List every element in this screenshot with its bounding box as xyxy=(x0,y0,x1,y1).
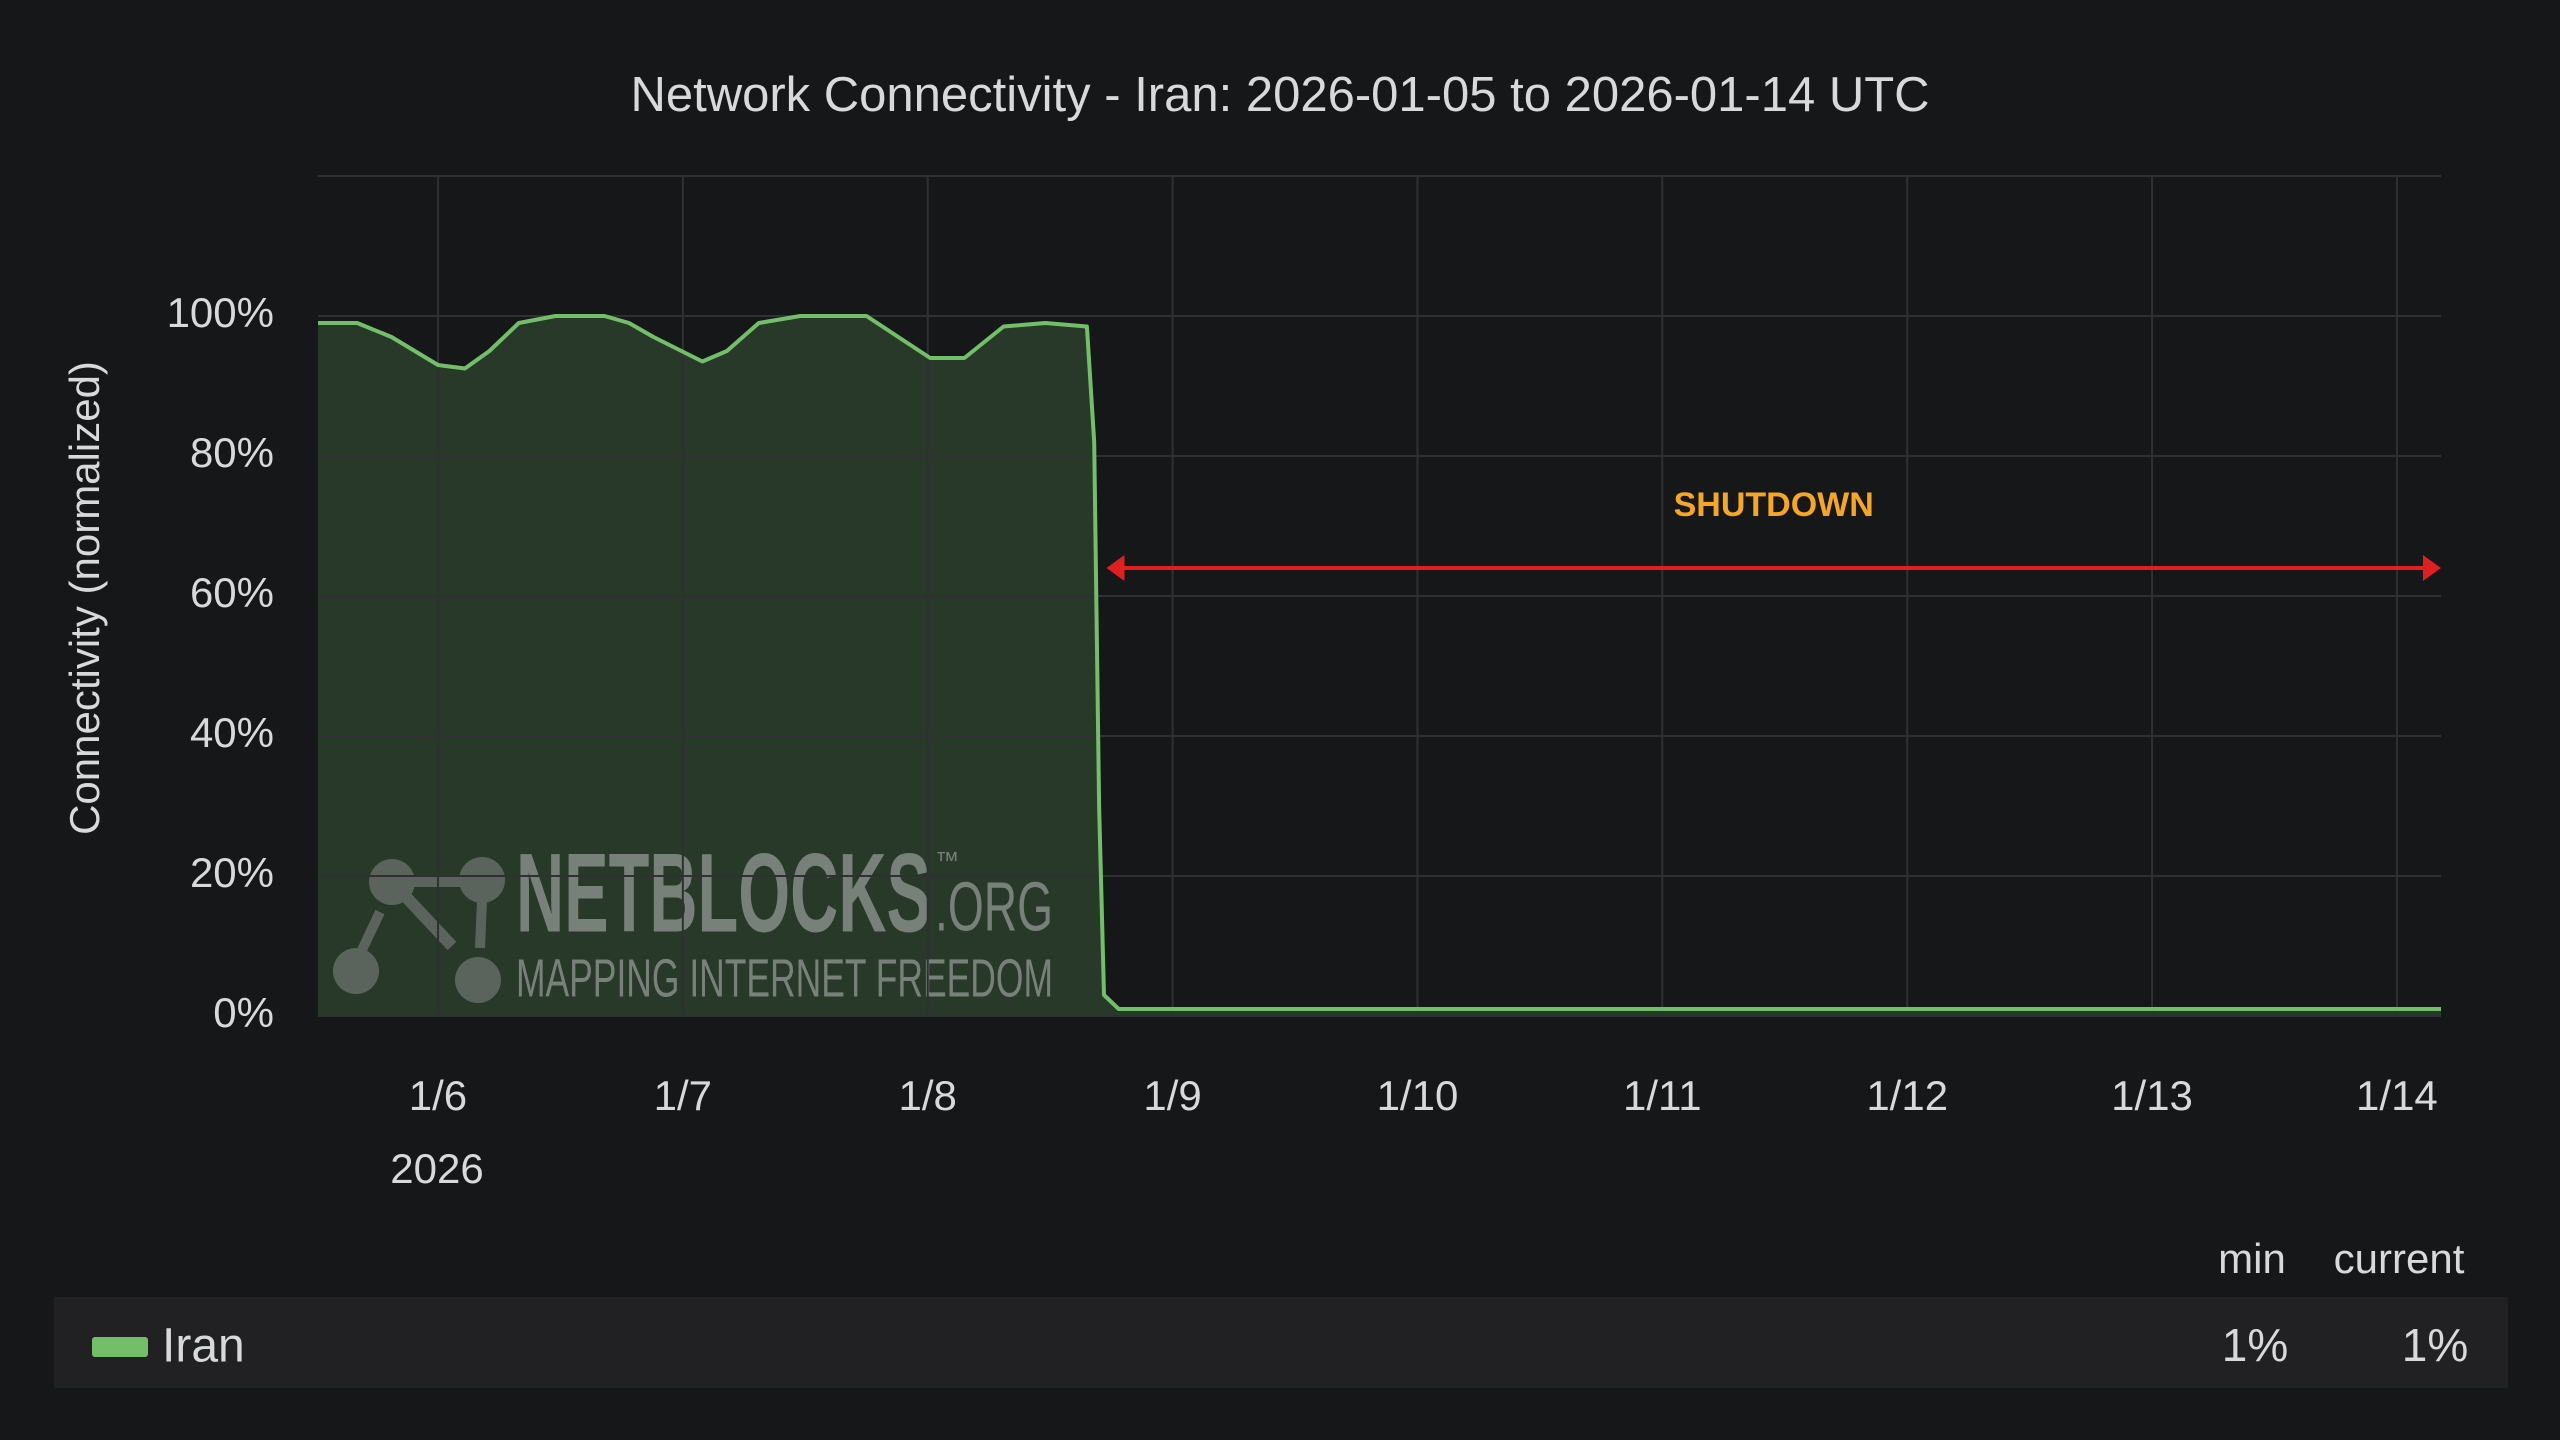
chart-title: Network Connectivity - Iran: 2026-01-05 … xyxy=(630,68,1929,122)
legend-column-header[interactable]: current xyxy=(2334,1235,2465,1282)
logo-node xyxy=(459,857,505,903)
watermark-tagline: MAPPING INTERNET FREEDOM xyxy=(516,948,1053,1008)
x-tick-label: 1/6 xyxy=(409,1072,467,1119)
logo-node xyxy=(369,859,415,905)
logo-node xyxy=(455,957,501,1003)
y-tick-label: 60% xyxy=(190,569,274,616)
arrow-head xyxy=(1106,555,1125,581)
x-tick-label: 1/12 xyxy=(1866,1072,1948,1119)
legend: min current Iran 1% 1% xyxy=(54,1235,2508,1388)
x-tick-label: 1/14 xyxy=(2356,1072,2438,1119)
y-tick-label: 100% xyxy=(167,289,274,336)
legend-stat: 1% xyxy=(2222,1319,2288,1371)
arrow-head xyxy=(2423,555,2441,581)
legend-swatch xyxy=(92,1337,148,1357)
y-tick-label: 40% xyxy=(190,709,274,756)
x-tick-label: 1/13 xyxy=(2111,1072,2193,1119)
x-tick-label: 1/9 xyxy=(1143,1072,1201,1119)
legend-stat: 1% xyxy=(2402,1319,2468,1371)
y-tick-label: 80% xyxy=(190,429,274,476)
y-tick-label: 20% xyxy=(190,849,274,896)
legend-row[interactable] xyxy=(54,1297,2508,1388)
x-tick-label: 1/8 xyxy=(899,1072,957,1119)
series-area xyxy=(318,316,2441,1016)
x-year-label: 2026 xyxy=(390,1145,483,1192)
annotation-label: SHUTDOWN xyxy=(1674,486,1874,524)
x-tick-label: 1/10 xyxy=(1377,1072,1459,1119)
x-tick-label: 1/11 xyxy=(1623,1072,1702,1119)
x-tick-label: 1/7 xyxy=(654,1072,712,1119)
y-axis-label: Connectivity (normalized) xyxy=(61,361,108,835)
watermark: NETBLOCKS ™ .ORG MAPPING INTERNET FREEDO… xyxy=(333,831,1053,1008)
logo-node xyxy=(333,948,379,994)
watermark-name: NETBLOCKS xyxy=(516,831,931,956)
watermark-tld: .ORG xyxy=(935,867,1053,945)
logo-link xyxy=(387,877,457,951)
watermark-tm: ™ xyxy=(935,847,959,874)
legend-column-header[interactable]: min xyxy=(2218,1235,2286,1282)
y-tick-label: 0% xyxy=(213,989,274,1036)
logo-link xyxy=(475,899,487,949)
legend-series-name[interactable]: Iran xyxy=(162,1320,245,1373)
series-line xyxy=(318,314,2441,1011)
logo-link xyxy=(357,909,385,953)
